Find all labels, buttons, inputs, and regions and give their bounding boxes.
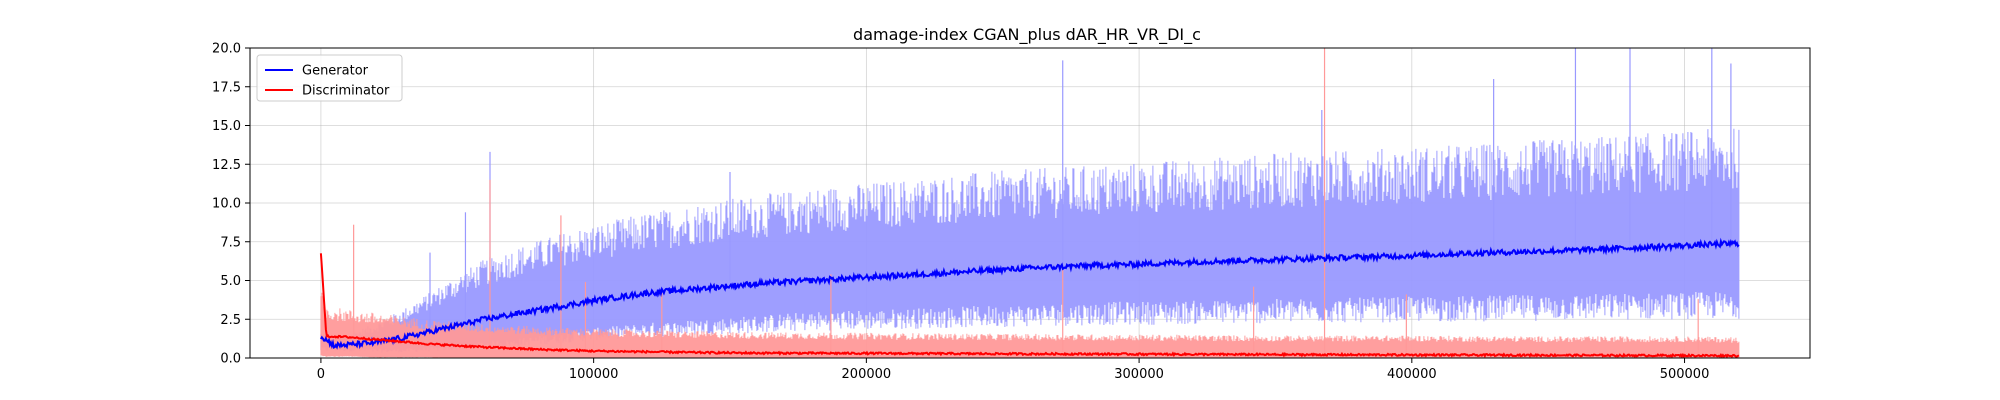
mean-line-generator [320, 237, 1740, 350]
legend-label-generator: Generator [302, 64, 369, 79]
y-tick-label-7: 17.5 [212, 80, 241, 95]
plot-area: 0 100000 200000 300000 400000 500000 0.0 2.5 5.0… [212, 42, 1811, 382]
x-tick-label-3: 300000 [1114, 367, 1164, 382]
x-tick-label-1: 100000 [569, 367, 619, 382]
series-layer [319, 48, 1740, 358]
y-tick-label-6: 15.0 [212, 119, 241, 134]
y-tick-label-1: 2.5 [220, 313, 241, 328]
y-tick-label-2: 5.0 [220, 274, 241, 289]
y-tick-label-0: 0.0 [220, 352, 241, 367]
y-tick-label-8: 20.0 [212, 42, 241, 57]
chart-title: damage-index CGAN_plus dAR_HR_VR_DI_c [853, 25, 1201, 45]
series-discriminator [320, 48, 1740, 358]
legend-label-discriminator: Discriminator [302, 84, 390, 99]
legend-box [256, 54, 403, 102]
x-tick-label-4: 400000 [1387, 367, 1437, 382]
legend: Generator Discriminator [256, 54, 403, 102]
x-tick-label-5: 500000 [1660, 367, 1710, 382]
y-tick-label-4: 10.0 [212, 197, 241, 212]
band-discriminator [320, 292, 1740, 358]
mean-line-discriminator [319, 253, 1740, 358]
x-tick-label-2: 200000 [842, 367, 892, 382]
y-tick-label-5: 12.5 [212, 158, 241, 173]
y-tick-label-3: 7.5 [220, 235, 241, 250]
x-tick-label-0: 0 [317, 367, 325, 382]
